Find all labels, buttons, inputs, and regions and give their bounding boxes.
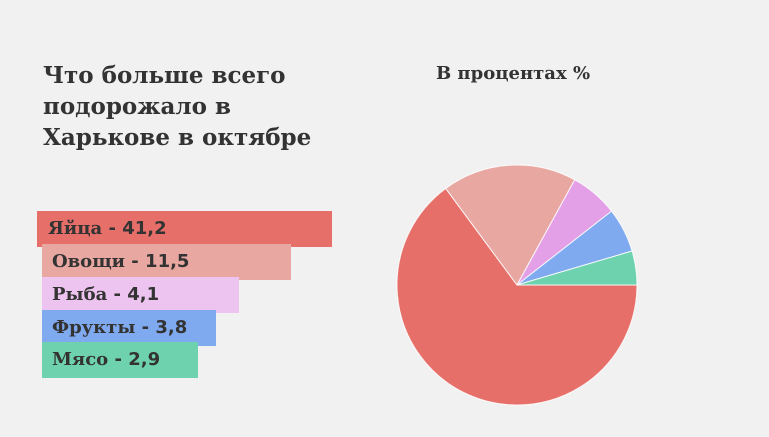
legend-item-fruits: Фрукты - 3,8 bbox=[42, 310, 216, 346]
legend-value: 11,5 bbox=[145, 251, 190, 272]
legend-separator: - bbox=[107, 284, 128, 305]
legend-value: 3,8 bbox=[155, 317, 188, 338]
legend-item-fish: Рыба - 4,1 bbox=[42, 277, 239, 313]
pie-slice-eggs bbox=[396, 187, 638, 406]
legend-separator: - bbox=[102, 218, 123, 239]
legend-item-meat: Мясо - 2,9 bbox=[42, 342, 198, 378]
legend-value: 2,9 bbox=[128, 349, 161, 370]
legend-label: Рыба bbox=[52, 284, 108, 305]
legend-value: 4,1 bbox=[127, 284, 160, 305]
chart-title: В процентах % bbox=[435, 63, 591, 84]
headline: Что больше всего подорожало в Харькове в… bbox=[43, 60, 311, 153]
legend-separator: - bbox=[125, 251, 146, 272]
pie-chart bbox=[396, 164, 638, 406]
legend-value: 41,2 bbox=[122, 218, 167, 239]
legend-label: Фрукты bbox=[52, 317, 136, 338]
legend-label: Мясо bbox=[52, 349, 109, 370]
legend-item-vegetables: Овощи - 11,5 bbox=[42, 244, 291, 280]
legend-label: Яйца bbox=[48, 218, 103, 239]
headline-line: Харькове в октябре bbox=[43, 124, 312, 151]
legend-label: Овощи bbox=[52, 251, 126, 272]
legend-item-eggs: Яйца - 41,2 bbox=[37, 211, 332, 247]
headline-line: подорожало в bbox=[43, 93, 231, 120]
pie-slice-vegetables bbox=[445, 164, 576, 286]
legend-separator: - bbox=[108, 349, 129, 370]
headline-line: Что больше всего bbox=[43, 62, 286, 89]
legend-separator: - bbox=[135, 317, 156, 338]
pie-slice-meat bbox=[516, 250, 638, 286]
